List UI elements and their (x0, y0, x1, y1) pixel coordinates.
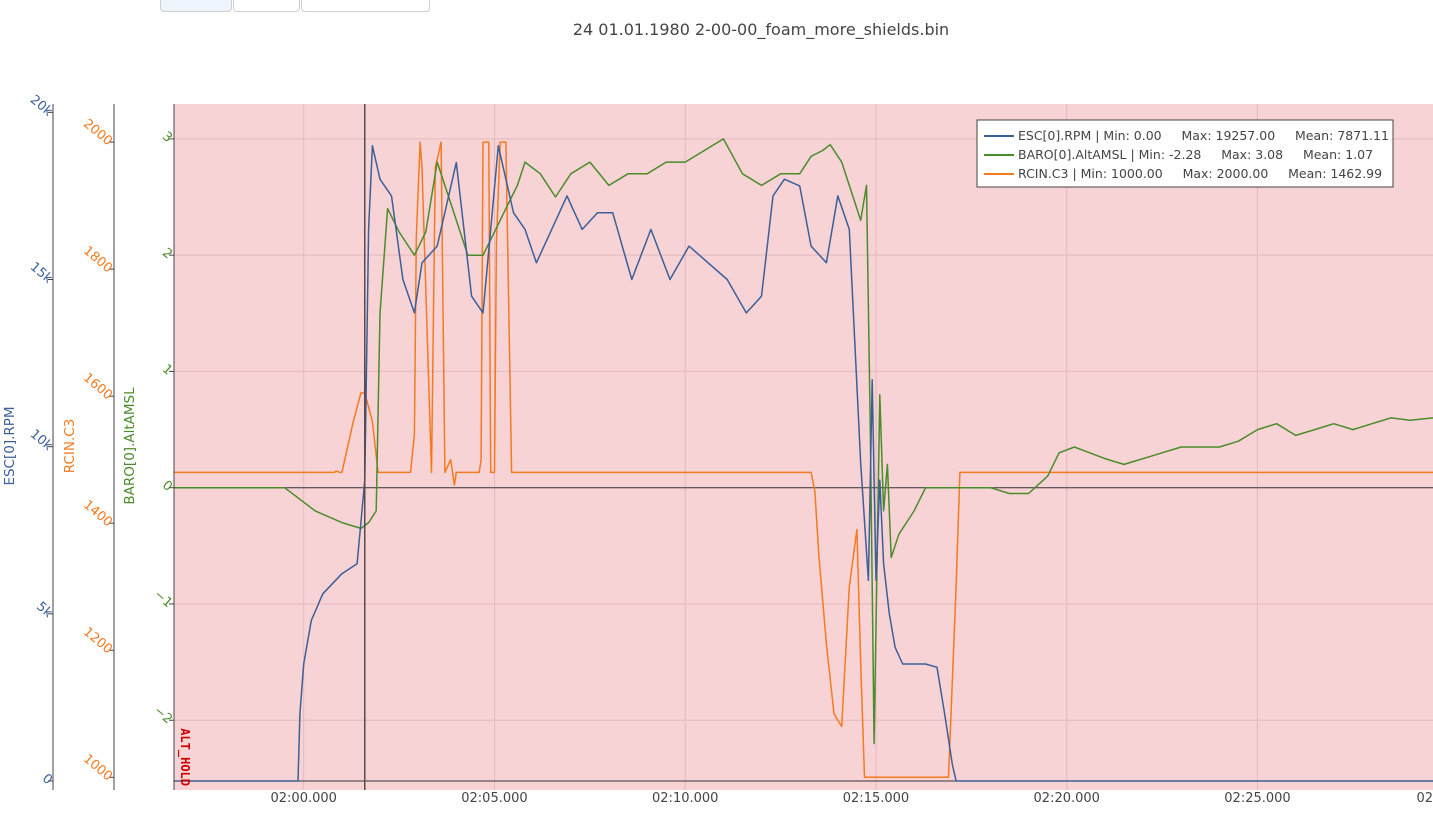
rcin-tick-label: 1600 (80, 370, 115, 403)
rcin-tick-label: 1400 (80, 498, 115, 531)
rcin-tick-label: 1000 (80, 752, 115, 785)
legend-box (976, 119, 1394, 188)
baro-tick-label: 1 (159, 362, 175, 379)
legend: ESC[0].RPM | Min: 0.00 Max: 19257.00 Mea… (976, 119, 1394, 188)
x-tick-label: 02:20.000 (1034, 791, 1100, 806)
esc-tick-label: 20k (27, 92, 55, 119)
tab-2[interactable] (233, 0, 300, 12)
x-tick-label: 02:10.000 (652, 791, 718, 806)
rcin-tick-label: 1800 (80, 243, 115, 276)
baro-tick-label: 3 (159, 129, 175, 146)
flight-mode-label: ALT_HOLD (177, 728, 192, 786)
series-line-rcin (174, 141, 1433, 779)
baro-tick-label: 0 (159, 478, 175, 495)
baro-tick-label: −1 (151, 587, 175, 611)
legend-entry-baro: BARO[0].AltAMSL | Min: -2.28 Max: 3.08 M… (1018, 147, 1373, 162)
esc-tick-label: 10k (27, 427, 55, 454)
tab-1[interactable] (160, 0, 232, 12)
esc-tick-label: 15k (27, 260, 55, 287)
rcin-tick-label: 2000 (80, 116, 115, 149)
baro-tick-label: −2 (151, 703, 175, 727)
series-line-esc (174, 145, 1433, 782)
x-tick-label: 02:05.000 (461, 791, 527, 806)
tab-3[interactable] (301, 0, 430, 12)
esc-axis-title: ESC[0].RPM (2, 406, 18, 485)
x-tick-label: 02:00.000 (271, 791, 337, 806)
series-line-baro (174, 138, 1433, 745)
flight-mode-band (174, 104, 1433, 790)
chart-title: 24 01.01.1980 2-00-00_foam_more_shields.… (572, 20, 950, 39)
x-tick-label: 02:15.000 (843, 791, 909, 806)
baro-tick-label: 2 (159, 245, 175, 262)
legend-entry-esc: ESC[0].RPM | Min: 0.00 Max: 19257.00 Mea… (1018, 128, 1389, 143)
x-tick-label: 02:25.000 (1224, 791, 1290, 806)
rcin-tick-label: 1200 (80, 625, 115, 658)
rcin-axis-title: RCIN.C3 (62, 419, 78, 474)
baro-axis-title: BARO[0].AltAMSL (122, 387, 138, 505)
legend-entry-rcin: RCIN.C3 | Min: 1000.00 Max: 2000.00 Mean… (1018, 166, 1382, 181)
esc-tick-label: 5k (33, 599, 55, 621)
x-tick-label: 02 (1416, 791, 1433, 806)
